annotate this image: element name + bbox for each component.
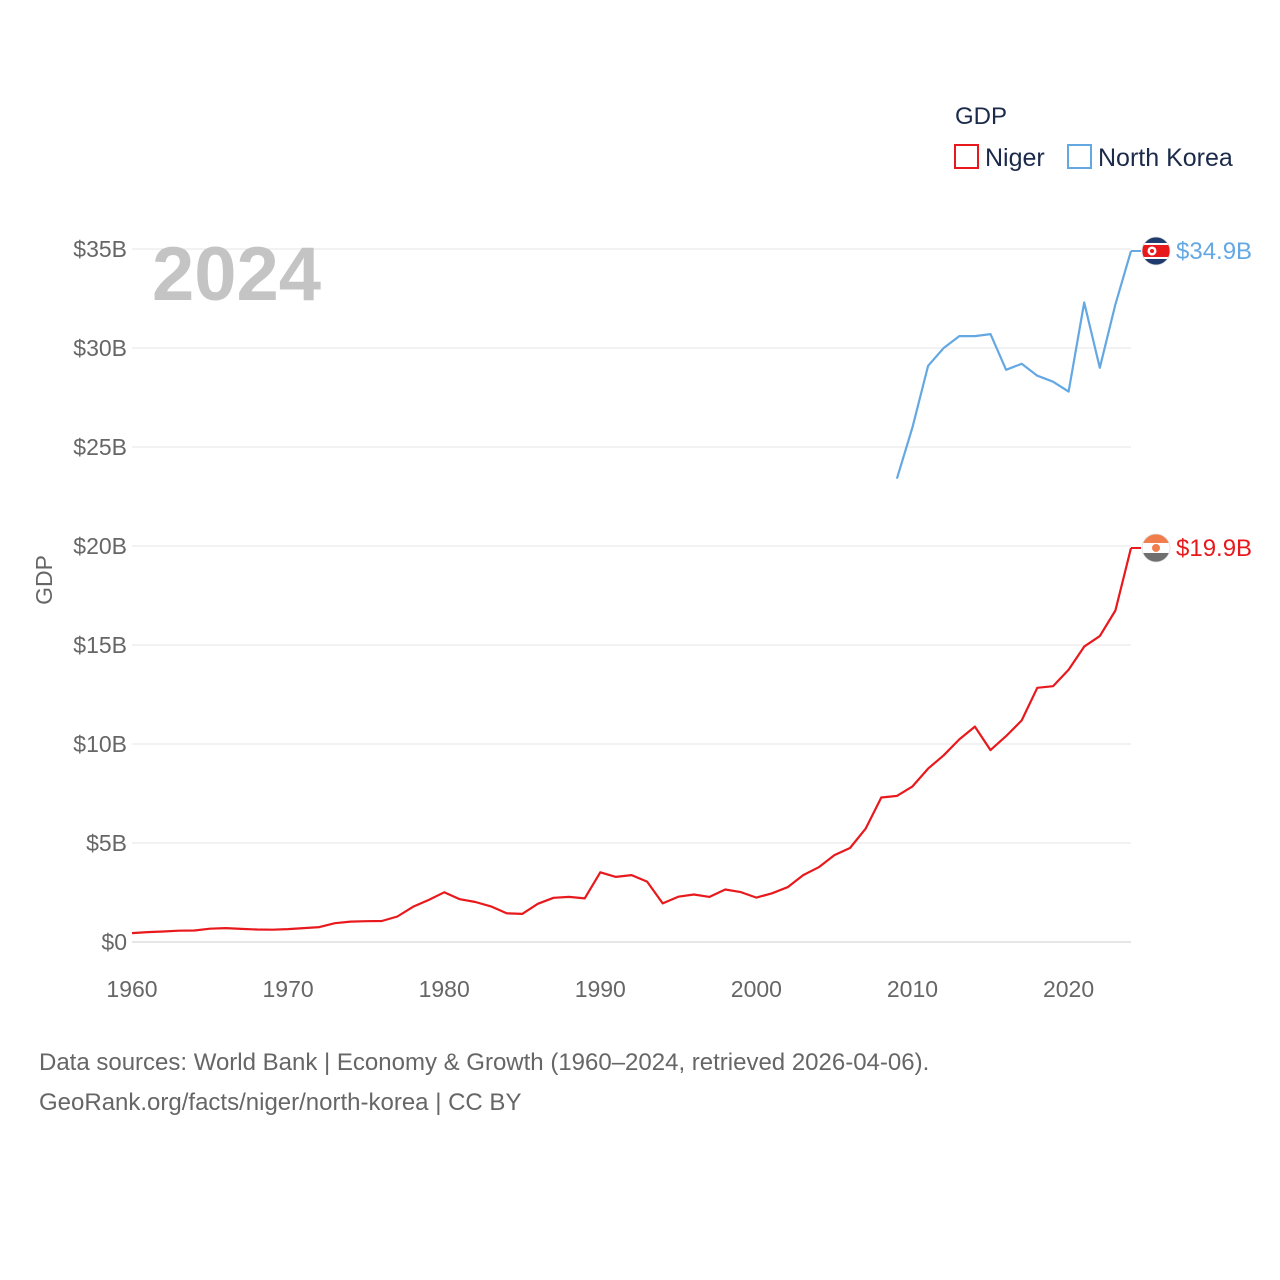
legend-item-north-korea[interactable]: North Korea <box>1067 144 1233 172</box>
y-axis-label: GDP <box>31 555 57 605</box>
end-label-niger: $19.9B <box>1176 535 1252 562</box>
legend-label-north-korea: North Korea <box>1098 144 1233 172</box>
series-lines <box>131 250 1133 935</box>
series-line-niger <box>131 547 1133 935</box>
north-korea-flag-icon <box>1141 236 1171 266</box>
legend-swatch-niger <box>954 144 979 169</box>
grid-lines <box>132 248 1131 943</box>
legend: GDP Niger North Korea <box>954 103 1233 172</box>
y-tick-label: $35B <box>73 236 127 262</box>
niger-flag-icon <box>1141 533 1171 563</box>
x-tick-label: 2020 <box>1043 976 1094 1002</box>
series-end-markers: $19.9B $34.9B <box>1131 236 1252 563</box>
legend-title: GDP <box>955 103 1007 130</box>
y-tick-label: $10B <box>73 731 127 757</box>
source-line-2: GeoRank.org/facts/niger/north-korea | CC… <box>39 1089 522 1116</box>
y-tick-label: $30B <box>73 335 127 361</box>
x-tick-label: 2010 <box>887 976 938 1002</box>
x-tick-label: 1960 <box>106 976 157 1002</box>
y-axis-ticks: $0 $5B $10B $15B $20B $25B $30B $35B <box>73 236 127 955</box>
legend-swatch-north-korea <box>1067 144 1092 169</box>
x-tick-label: 1970 <box>263 976 314 1002</box>
year-label: 2024 <box>152 232 321 317</box>
x-tick-label: 1980 <box>419 976 470 1002</box>
x-tick-label: 1990 <box>575 976 626 1002</box>
legend-item-niger[interactable]: Niger <box>954 144 1045 172</box>
y-tick-label: $0 <box>101 929 127 955</box>
legend-label-niger: Niger <box>985 144 1045 172</box>
x-axis-ticks: 1960 1970 1980 1990 2000 2010 2020 <box>106 976 1094 1002</box>
end-label-north-korea: $34.9B <box>1176 238 1252 265</box>
y-tick-label: $20B <box>73 533 127 559</box>
series-line-north-korea <box>895 250 1133 480</box>
source-line-1: Data sources: World Bank | Economy & Gro… <box>39 1049 930 1076</box>
source-note: Data sources: World Bank | Economy & Gro… <box>39 1043 929 1123</box>
x-tick-label: 2000 <box>731 976 782 1002</box>
y-tick-label: $25B <box>73 434 127 460</box>
y-tick-label: $5B <box>86 830 127 856</box>
gdp-line-chart: $0$5B$10B$15B$20B$25B$30B$35B 1960 1970 19… <box>31 103 1252 1002</box>
y-tick-label: $15B <box>73 632 127 658</box>
